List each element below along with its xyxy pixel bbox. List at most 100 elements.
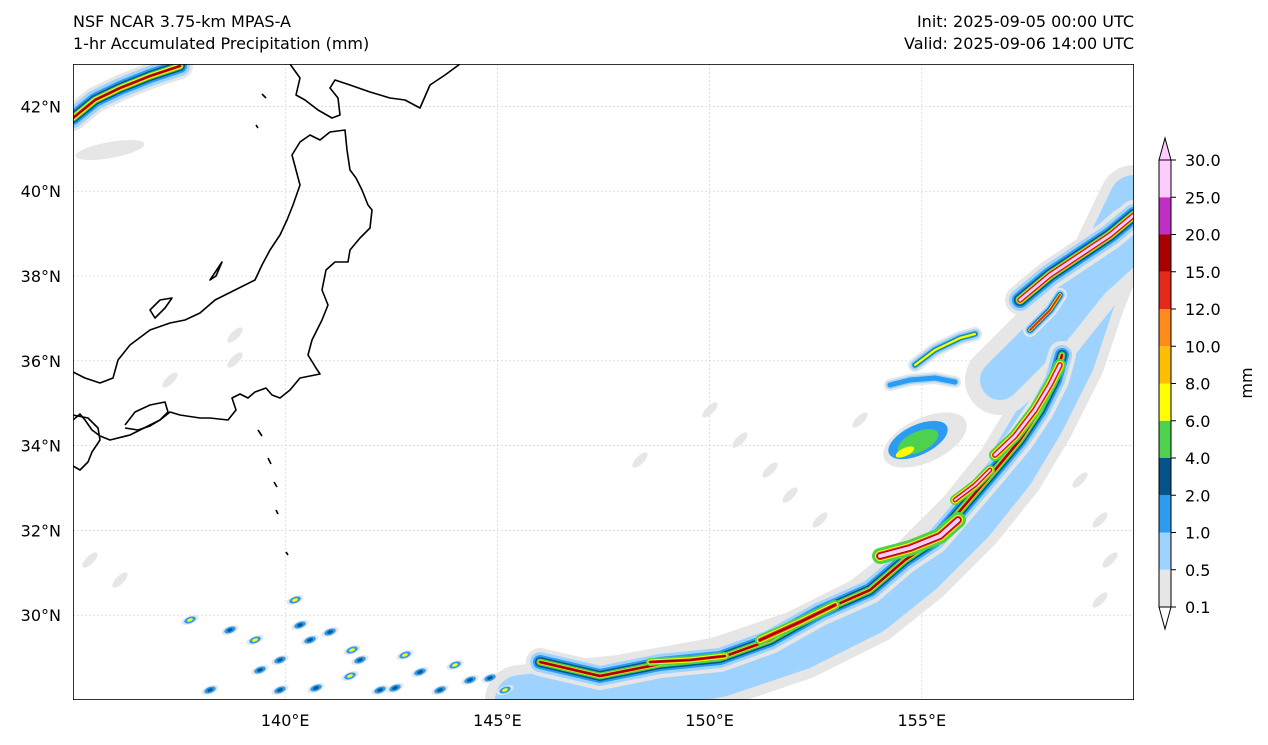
rainband-core-west-layer: [649, 655, 726, 663]
colorbar-tick-label: 25.0: [1185, 188, 1221, 207]
field-title: 1-hr Accumulated Precipitation (mm): [73, 34, 370, 53]
precip-patch: [227, 327, 243, 343]
precip-cell: [227, 628, 233, 632]
precip-cell: [252, 638, 258, 642]
coastline-noto: [149, 297, 173, 319]
precip-cell: [297, 623, 303, 627]
precip-cell: [417, 670, 423, 674]
precip-cell: [307, 638, 313, 642]
precip-cell: [277, 658, 283, 662]
precip-cell: [437, 688, 443, 692]
precip-cell: [313, 686, 319, 690]
coastline-izu-islands: [257, 429, 289, 556]
axis-labels: 140°E 145°E 150°E 155°E 42°N 40°N 38°N 36°N 34°N…: [21, 97, 946, 730]
precip-patch: [112, 572, 128, 588]
colorbar-tick-label: 8.0: [1185, 375, 1210, 394]
precip-patch: [82, 552, 98, 568]
colorbar-segment: [1159, 383, 1171, 421]
precip-patch: [162, 372, 178, 388]
colorbar-tick-label: 6.0: [1185, 412, 1210, 431]
colorbar-min-extension: [1158, 606, 1172, 631]
precip-cell: [402, 653, 408, 657]
precip-patch: [1092, 512, 1108, 528]
title-right: Init: 2025-09-05 00:00 UTC Valid: 2025-0…: [904, 11, 1134, 55]
precip-cell: [347, 674, 353, 678]
valid-time: Valid: 2025-09-06 14:00 UTC: [903, 34, 1134, 53]
rainband-core-middle-layer: [993, 363, 1062, 457]
colorbar-unit-label: mm: [1237, 367, 1256, 398]
precip-cell: [392, 686, 398, 690]
colorbar-segment: [1159, 495, 1171, 533]
precip-patch: [852, 412, 868, 428]
precip-shield: [75, 140, 145, 160]
rainband-shield-north-layer: [980, 220, 1134, 400]
coastlines: [73, 64, 461, 556]
lon-tick-label: 145°E: [473, 711, 522, 730]
precip-cell: [377, 688, 383, 692]
colorbar-segment: [1159, 346, 1171, 384]
colorbar-segment: [1159, 234, 1171, 272]
lat-tick-label: 32°N: [21, 521, 61, 540]
colorbar-segment: [1159, 271, 1171, 309]
northern-rainband-layer: [1018, 213, 1134, 302]
precip-patch: [227, 352, 243, 368]
precip-cell: [277, 688, 283, 692]
colorbar-tick-label: 1.0: [1185, 524, 1210, 543]
colorbar-segment: [1159, 160, 1171, 198]
precip-cell: [502, 688, 508, 692]
lon-tick-label: 150°E: [685, 711, 734, 730]
northern-rainband-tail-layer: [1029, 294, 1061, 331]
lat-tick-label: 38°N: [21, 267, 61, 286]
precip-cell: [187, 618, 193, 622]
coastline-honshu: [73, 129, 373, 441]
precip-patch: [762, 462, 778, 478]
hokkaido-rainband-layer: [73, 65, 181, 119]
colorbar-ticks: 0.1 0.5 1.0 2.0 4.0 6.0 8.0 10.0 12.0 15.0 20.0 25.…: [1171, 151, 1221, 617]
colorbar-tick-label: 10.0: [1185, 337, 1221, 356]
lon-tick-label: 140°E: [261, 711, 310, 730]
cyclone-spiral-layer: [887, 375, 958, 388]
rainband-core-south-layer: [878, 518, 960, 558]
title-left: NSF NCAR 3.75-km MPAS-A 1-hr Accumulated…: [73, 11, 369, 55]
colorbar-tick-label: 20.0: [1185, 226, 1221, 245]
lat-tick-label: 30°N: [21, 606, 61, 625]
colorbar-tick-label: 2.0: [1185, 486, 1210, 505]
precip-patch: [632, 452, 648, 468]
map-panel: [73, 64, 1134, 700]
coastline-kyushu: [73, 414, 101, 471]
colorbar-tick-label: 4.0: [1185, 449, 1210, 468]
lat-tick-label: 40°N: [21, 182, 61, 201]
precip-cell: [349, 648, 355, 652]
colorbar-segment: [1159, 569, 1171, 607]
model-title: NSF NCAR 3.75-km MPAS-A: [73, 12, 291, 31]
init-time: Init: 2025-09-05 00:00 UTC: [916, 12, 1134, 31]
colorbar-tick-label: 15.0: [1185, 263, 1221, 282]
precip-patch: [732, 432, 748, 448]
rainband-core-sw-layer: [759, 604, 836, 641]
cyclone-core: [895, 446, 915, 458]
colorbar-tick-label: 0.1: [1185, 598, 1210, 617]
precip-cell: [467, 678, 473, 682]
colorbar-tick-label: 30.0: [1185, 151, 1221, 170]
precip-patch: [1102, 552, 1118, 568]
rainband-core-lower-layer: [954, 469, 991, 501]
colorbar-segment: [1159, 420, 1171, 458]
precip-patch: [702, 402, 718, 418]
colorbar-segments: [1158, 136, 1172, 631]
precip-cell: [357, 658, 363, 662]
lat-tick-label: 42°N: [21, 97, 61, 116]
precip-cell: [292, 598, 298, 602]
coastline-shikoku: [124, 401, 169, 431]
precipitation-field: [73, 64, 1134, 700]
precip-cell: [257, 668, 263, 672]
colorbar-max-extension: [1158, 136, 1172, 161]
colorbar-segment: [1159, 309, 1171, 347]
lat-tick-label: 34°N: [21, 437, 61, 456]
colorbar: 0.1 0.5 1.0 2.0 4.0 6.0 8.0 10.0 12.0 15.0 20.0 25.…: [1158, 136, 1256, 631]
coastline-hokkaido: [289, 64, 461, 119]
colorbar-tick-label: 12.0: [1185, 300, 1221, 319]
colorbar-segment: [1159, 458, 1171, 496]
precip-patch: [1092, 592, 1108, 608]
colorbar-tick-label: 0.5: [1185, 561, 1210, 580]
